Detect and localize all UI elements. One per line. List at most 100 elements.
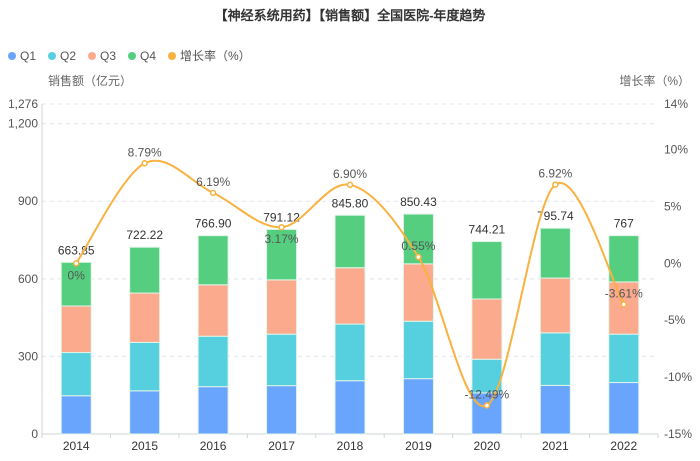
bar-q1-2016 — [197, 386, 229, 435]
bar-q3-2019 — [402, 263, 434, 322]
bar-q2-2014 — [60, 352, 92, 397]
x-tick-label: 2019 — [405, 439, 432, 453]
legend-marker — [168, 52, 176, 60]
y-tick-label: 300 — [18, 349, 38, 363]
bar-q4-2020 — [471, 241, 503, 300]
bar-q2-2017 — [266, 333, 298, 387]
legend-marker — [88, 52, 96, 60]
growth-label: 8.79% — [128, 145, 162, 159]
bar-q3-2015 — [129, 292, 161, 343]
bar-q4-2022 — [608, 235, 640, 283]
total-label: 845.80 — [332, 196, 369, 210]
y2-tick-label: 5% — [664, 199, 682, 213]
y2-tick-label: 0% — [664, 256, 682, 270]
bar-q3-2018 — [334, 267, 366, 325]
y2-tick-label: -10% — [664, 370, 692, 384]
total-label: 744.21 — [469, 223, 506, 237]
bar-q1-2017 — [266, 385, 298, 435]
growth-point-2018 — [346, 181, 354, 189]
growth-point-2017 — [278, 223, 285, 231]
bar-q4-2015 — [129, 246, 161, 294]
bar-q3-2020 — [471, 298, 503, 360]
x-tick-label: 2022 — [610, 439, 637, 453]
y2-tick-label: 14% — [664, 97, 688, 111]
growth-point-2021 — [552, 181, 559, 188]
legend-marker — [48, 52, 56, 60]
growth-label: -3.61% — [605, 286, 643, 300]
bar-q1-2014 — [60, 395, 92, 435]
bar-q4-2021 — [539, 227, 571, 279]
total-label: 663.85 — [58, 243, 95, 257]
legend-marker — [128, 52, 136, 60]
growth-label: -12.49% — [465, 387, 510, 401]
growth-point-2015 — [141, 160, 148, 167]
y-tick-label: 1,200 — [8, 117, 38, 131]
legend-label: Q1 — [20, 49, 36, 63]
legend-label: Q2 — [60, 49, 76, 63]
y2-tick-label: -15% — [664, 427, 692, 441]
growth-label: 3.17% — [265, 232, 299, 246]
bar-q1-2015 — [129, 390, 161, 435]
legend-item-Q3[interactable]: Q3 — [88, 49, 116, 63]
chart-title: 【神经系统用药】【销售额】全国医院-年度趋势 — [215, 8, 486, 23]
x-tick-label: 2014 — [63, 439, 90, 453]
bar-q2-2019 — [402, 320, 434, 380]
bar-q3-2016 — [197, 284, 229, 337]
bar-q3-2014 — [60, 305, 92, 354]
legend-marker — [8, 52, 16, 60]
bar-q4-2016 — [197, 235, 229, 286]
bar-q1-2018 — [334, 380, 366, 435]
bar-q1-2019 — [402, 378, 434, 435]
total-label: 850.43 — [400, 195, 437, 209]
legend-item-增长率（%）[interactable]: 增长率（%） — [168, 48, 251, 63]
y2-tick-label: 10% — [664, 143, 688, 157]
x-tick-label: 2015 — [131, 439, 158, 453]
bar-q2-2018 — [334, 323, 366, 382]
bar-q2-2015 — [129, 341, 161, 392]
x-tick-label: 2016 — [200, 439, 227, 453]
growth-label: 6.92% — [538, 167, 572, 181]
growth-point-2020 — [483, 402, 491, 409]
total-label: 795.74 — [537, 209, 574, 223]
bar-q2-2016 — [197, 335, 229, 388]
y-axis-title: 销售额（亿元） — [48, 73, 132, 88]
bar-q2-2022 — [608, 333, 640, 384]
legend-label: 增长率（%） — [180, 48, 251, 63]
x-tick-label: 2017 — [268, 439, 295, 453]
total-label: 791.12 — [263, 210, 300, 224]
growth-label: 6.19% — [196, 175, 230, 189]
y2-axis-title: 增长率（%） — [619, 73, 690, 88]
bar-q3-2017 — [266, 279, 298, 335]
bar-q4-2017 — [266, 228, 298, 281]
y-tick-label: 600 — [18, 272, 38, 286]
y2-tick-label: -5% — [664, 313, 686, 327]
growth-point-2022 — [620, 301, 628, 308]
x-tick-label: 2020 — [474, 439, 501, 453]
growth-point-2016 — [209, 189, 217, 197]
bar-q3-2022 — [608, 281, 640, 335]
x-tick-label: 2021 — [542, 439, 569, 453]
legend-item-Q4[interactable]: Q4 — [128, 49, 156, 63]
bar-q1-2021 — [539, 384, 571, 435]
bar-q2-2021 — [539, 332, 571, 386]
y-tick-label: 1,276 — [8, 97, 38, 111]
bar-q1-2022 — [608, 382, 640, 435]
y-tick-label: 0 — [31, 427, 38, 441]
growth-point-2014 — [72, 260, 80, 267]
y-tick-label: 900 — [18, 194, 38, 208]
legend-label: Q4 — [140, 49, 156, 63]
total-label: 722.22 — [126, 228, 163, 242]
bar-q3-2021 — [539, 277, 571, 334]
total-label: 766.90 — [195, 217, 232, 231]
total-label: 767 — [614, 217, 634, 231]
growth-label: 0.55% — [401, 239, 435, 253]
x-tick-label: 2018 — [337, 439, 364, 453]
legend-item-Q1[interactable]: Q1 — [8, 49, 36, 63]
legend-label: Q3 — [100, 49, 116, 63]
growth-point-2019 — [415, 253, 422, 261]
growth-label: 0% — [68, 268, 86, 282]
growth-rate-line — [75, 159, 625, 408]
bar-q4-2018 — [334, 214, 366, 269]
legend-item-Q2[interactable]: Q2 — [48, 49, 76, 63]
